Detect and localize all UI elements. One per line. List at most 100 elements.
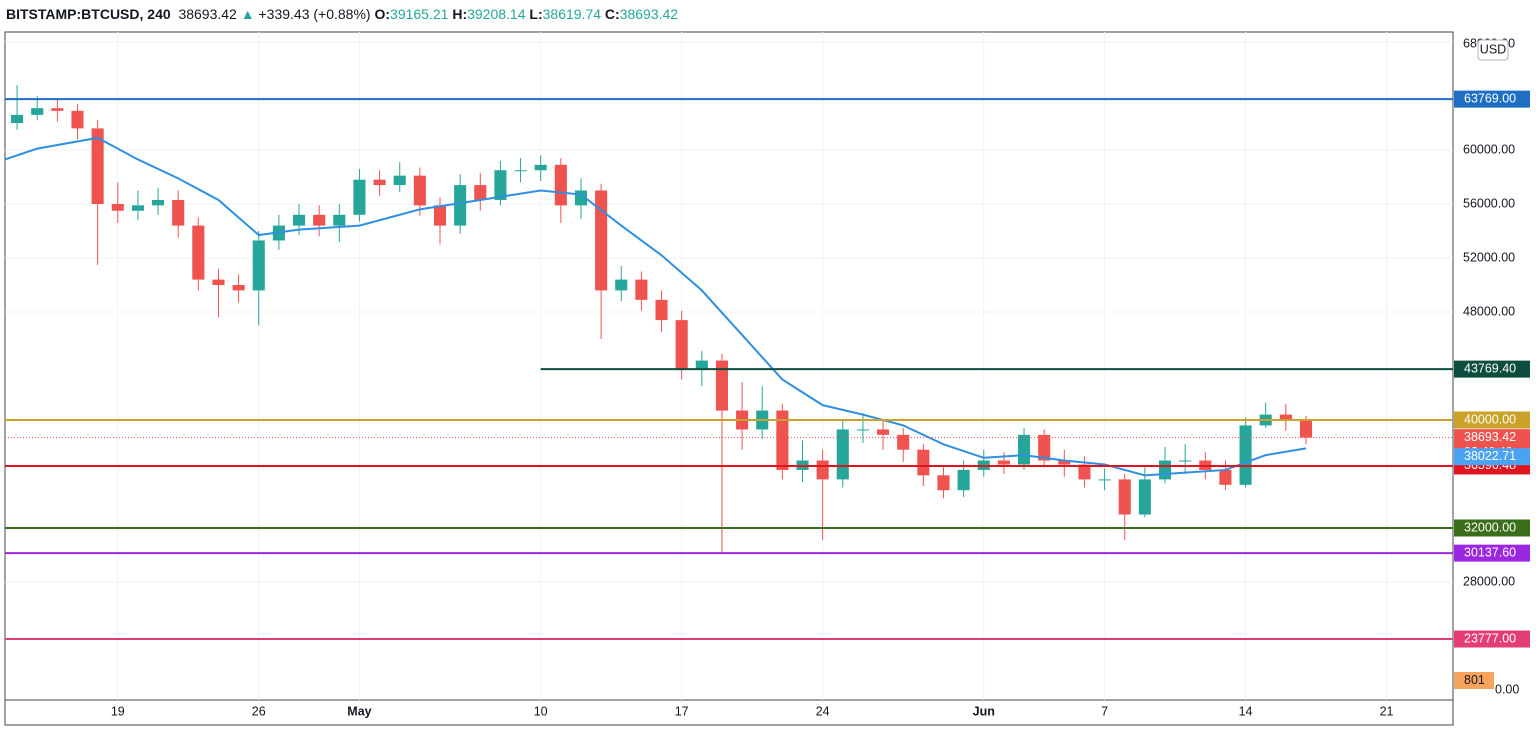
y-tick-label: 52000.00 [1463, 250, 1515, 264]
candle-body [494, 170, 507, 200]
price-label: 38693.42 [1464, 430, 1516, 444]
price-label: 23777.00 [1464, 631, 1516, 645]
currency-box [1477, 39, 1509, 61]
plot-area [5, 32, 1453, 700]
x-tick-label: 14 [1239, 704, 1253, 718]
candle-body [655, 299, 668, 321]
x-tick-label: 19 [111, 704, 125, 718]
candle-body [232, 285, 245, 291]
x-tick-label: 24 [816, 704, 830, 718]
ma-label: 38022.71 [1464, 449, 1516, 463]
candle-body [51, 108, 64, 111]
candle-body [131, 205, 144, 211]
candle-body [172, 199, 185, 226]
y-tick-label: 28000.00 [1463, 574, 1515, 588]
candle-body [413, 175, 426, 206]
candle-body [1158, 460, 1172, 480]
price-label-bg [1454, 90, 1530, 108]
candle-body [514, 170, 527, 172]
candle-body [635, 279, 648, 300]
price-label: 40000.00 [1464, 412, 1516, 426]
moving-average [5, 136, 1307, 477]
o-label: O: [374, 6, 391, 22]
candle-body [816, 460, 829, 480]
candle-body [393, 175, 406, 186]
candle-body [917, 449, 930, 476]
low: 38619.74 [542, 6, 602, 22]
candle-body [877, 429, 890, 435]
price-label-bg [1454, 411, 1530, 429]
candle-body [71, 110, 84, 129]
volume-zero: 0.00 [1495, 682, 1519, 696]
x-tick-label: 26 [252, 704, 266, 718]
candle-body [1078, 464, 1091, 480]
candle-body [292, 214, 306, 226]
price-label-bg [1454, 630, 1530, 648]
close: 38693.42 [619, 6, 679, 22]
change: +339.43 (+0.88%) [258, 6, 371, 22]
c-label: C: [604, 6, 620, 22]
candle-body [1299, 419, 1313, 438]
candle-body [212, 279, 225, 286]
price-label-bg [1454, 360, 1530, 378]
price-label: 30137.60 [1464, 545, 1516, 559]
x-tick-label: 21 [1380, 704, 1394, 718]
price-label: 32000.00 [1464, 520, 1516, 534]
candle-body [11, 114, 24, 124]
y-tick-label: 60000.00 [1463, 142, 1515, 156]
price-label-bg [1454, 519, 1530, 537]
candle-body [1239, 425, 1252, 485]
volume-label-bg [1454, 672, 1494, 689]
candle-body [373, 179, 386, 186]
price-label-bg [1454, 544, 1530, 562]
h-label: H: [452, 6, 468, 22]
candle-body [776, 410, 789, 470]
open: 39165.21 [390, 6, 449, 22]
candle-body [313, 214, 326, 226]
candle-body [1179, 460, 1192, 462]
candle-body [1098, 479, 1111, 481]
candle-body [152, 199, 165, 206]
candle-body [353, 179, 366, 215]
candle-body [715, 360, 728, 411]
candle-body [534, 164, 547, 171]
candle-body [111, 204, 124, 211]
candle-body [957, 469, 970, 491]
y-tick-label: 56000.00 [1463, 196, 1515, 210]
chart-frame [4, 31, 1454, 726]
candle-body [1279, 414, 1292, 420]
symbol: BITSTAMP:BTCUSD, 240 [6, 6, 171, 22]
candle-body [1138, 479, 1151, 515]
candle-body [897, 434, 910, 450]
candle-body [252, 240, 265, 291]
candle-body [695, 360, 708, 371]
y-tick-label: 48000.00 [1463, 304, 1515, 318]
candle-body [1219, 469, 1232, 485]
candle-body [937, 475, 950, 491]
candle-body [433, 205, 447, 226]
candle-body [454, 185, 467, 226]
candle-body [1017, 434, 1031, 465]
x-tick-label: Jun [973, 704, 995, 718]
currency: USD [1480, 42, 1506, 56]
candle-body [675, 320, 688, 371]
candle-body [856, 429, 869, 431]
x-tick-label: 10 [534, 704, 548, 718]
candle-body [1058, 460, 1071, 465]
candle-body [1038, 434, 1051, 461]
x-tick-label: May [347, 704, 371, 718]
candle-body [615, 279, 628, 291]
x-tick-label: 17 [675, 704, 689, 718]
price-label: 43769.40 [1464, 361, 1516, 375]
price-label: 63769.00 [1464, 91, 1516, 105]
candle-body [997, 460, 1010, 465]
change-arrow: ▲ [240, 6, 255, 22]
volume-label: 801 [1464, 673, 1485, 687]
high: 39208.14 [467, 6, 526, 22]
candle-body [1118, 479, 1131, 515]
x-tick-label: 7 [1101, 704, 1108, 718]
symbol-header: BITSTAMP:BTCUSD, 240 38693.42 ▲ +339.43 … [6, 6, 678, 22]
candle-body [554, 164, 567, 206]
last-price: 38693.42 [178, 6, 237, 22]
